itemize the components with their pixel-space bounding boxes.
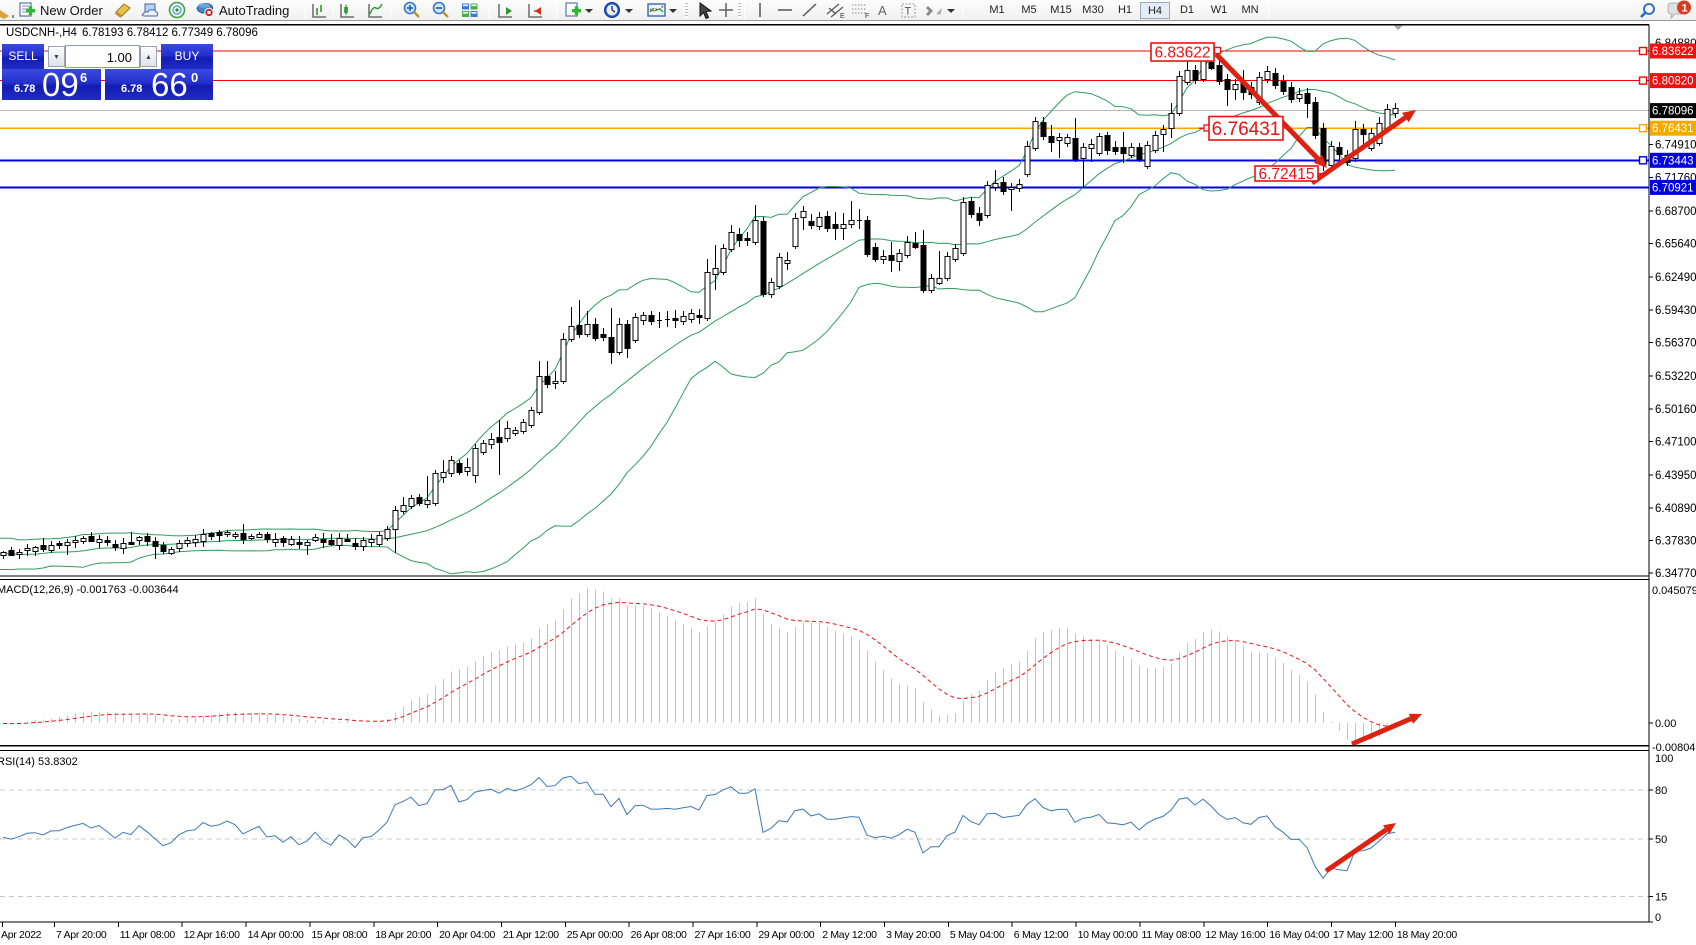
svg-text:6.65640: 6.65640 bbox=[1655, 239, 1696, 251]
svg-text:0.00: 0.00 bbox=[1655, 718, 1676, 730]
svg-text:6.62490: 6.62490 bbox=[1655, 272, 1696, 284]
svg-text:0: 0 bbox=[1655, 912, 1661, 924]
svg-text:6.78096: 6.78096 bbox=[1652, 106, 1694, 118]
svg-text:Apr 2022: Apr 2022 bbox=[1, 929, 42, 941]
svg-text:25 Apr 00:00: 25 Apr 00:00 bbox=[567, 929, 623, 941]
svg-text:6.37830: 6.37830 bbox=[1655, 536, 1696, 548]
svg-text:15 Apr 08:00: 15 Apr 08:00 bbox=[311, 929, 367, 941]
svg-text:6 May 12:00: 6 May 12:00 bbox=[1014, 929, 1069, 941]
svg-text:6.83622: 6.83622 bbox=[1154, 45, 1210, 62]
svg-text:6.59430: 6.59430 bbox=[1655, 305, 1696, 317]
svg-text:11 Apr 08:00: 11 Apr 08:00 bbox=[120, 929, 176, 941]
svg-text:6.76431: 6.76431 bbox=[1212, 119, 1281, 140]
svg-text:12 May 16:00: 12 May 16:00 bbox=[1205, 929, 1265, 941]
svg-text:27 Apr 16:00: 27 Apr 16:00 bbox=[695, 929, 751, 941]
svg-text:6.74910: 6.74910 bbox=[1655, 140, 1696, 152]
svg-text:6.40890: 6.40890 bbox=[1655, 503, 1696, 515]
svg-text:50: 50 bbox=[1655, 834, 1667, 846]
svg-text:F: F bbox=[865, 13, 869, 20]
svg-text:100: 100 bbox=[1655, 753, 1673, 765]
svg-text:6.76431: 6.76431 bbox=[1652, 123, 1694, 135]
svg-text:6.34770: 6.34770 bbox=[1655, 568, 1696, 580]
svg-text:6.73443: 6.73443 bbox=[1652, 155, 1694, 167]
svg-text:6.72415: 6.72415 bbox=[1258, 166, 1314, 183]
svg-text:6.80820: 6.80820 bbox=[1652, 76, 1694, 88]
svg-text:MACD(12,26,9) -0.001763 -0.003: MACD(12,26,9) -0.001763 -0.003644 bbox=[0, 584, 179, 596]
svg-text:18 May 20:00: 18 May 20:00 bbox=[1397, 929, 1457, 941]
svg-text:E: E bbox=[840, 13, 845, 20]
svg-text:6.56370: 6.56370 bbox=[1655, 338, 1696, 350]
svg-text:6.68700: 6.68700 bbox=[1655, 206, 1696, 218]
svg-text:3 May 20:00: 3 May 20:00 bbox=[886, 929, 941, 941]
svg-text:6.70921: 6.70921 bbox=[1652, 182, 1694, 194]
svg-text:A: A bbox=[878, 3, 887, 18]
svg-text:5 May 04:00: 5 May 04:00 bbox=[950, 929, 1005, 941]
svg-text:2 May 12:00: 2 May 12:00 bbox=[822, 929, 877, 941]
svg-text:6.83622: 6.83622 bbox=[1652, 46, 1694, 58]
svg-text:12 Apr 16:00: 12 Apr 16:00 bbox=[184, 929, 240, 941]
svg-text:14 Apr 00:00: 14 Apr 00:00 bbox=[248, 929, 304, 941]
svg-text:-0.008049: -0.008049 bbox=[1652, 742, 1696, 754]
svg-text:16 May 04:00: 16 May 04:00 bbox=[1269, 929, 1329, 941]
svg-text:USDCNH-,H4: USDCNH-,H4 bbox=[6, 27, 78, 39]
svg-text:17 May 12:00: 17 May 12:00 bbox=[1333, 929, 1393, 941]
svg-text:6.53220: 6.53220 bbox=[1655, 371, 1696, 383]
svg-text:18 Apr 20:00: 18 Apr 20:00 bbox=[375, 929, 431, 941]
svg-text:T: T bbox=[905, 6, 912, 18]
svg-text:6.47100: 6.47100 bbox=[1655, 437, 1696, 449]
svg-text:29 Apr 00:00: 29 Apr 00:00 bbox=[758, 929, 814, 941]
svg-text:6.78193 6.78412 6.77349 6.7809: 6.78193 6.78412 6.77349 6.78096 bbox=[82, 27, 258, 39]
svg-text:0.045079: 0.045079 bbox=[1652, 585, 1696, 597]
svg-text:7 Apr 20:00: 7 Apr 20:00 bbox=[56, 929, 107, 941]
svg-text:10 May 00:00: 10 May 00:00 bbox=[1078, 929, 1138, 941]
svg-text:20 Apr 04:00: 20 Apr 04:00 bbox=[439, 929, 495, 941]
svg-text:26 Apr 08:00: 26 Apr 08:00 bbox=[631, 929, 687, 941]
svg-text:21 Apr 12:00: 21 Apr 12:00 bbox=[503, 929, 559, 941]
svg-text:6.50160: 6.50160 bbox=[1655, 404, 1696, 416]
svg-text:6.43950: 6.43950 bbox=[1655, 470, 1696, 482]
svg-text:RSI(14) 53.8302: RSI(14) 53.8302 bbox=[0, 756, 78, 768]
svg-text:80: 80 bbox=[1655, 785, 1667, 797]
svg-text:15: 15 bbox=[1655, 891, 1667, 903]
svg-text:11 May 08:00: 11 May 08:00 bbox=[1142, 929, 1202, 941]
svg-text:1: 1 bbox=[1682, 3, 1688, 15]
